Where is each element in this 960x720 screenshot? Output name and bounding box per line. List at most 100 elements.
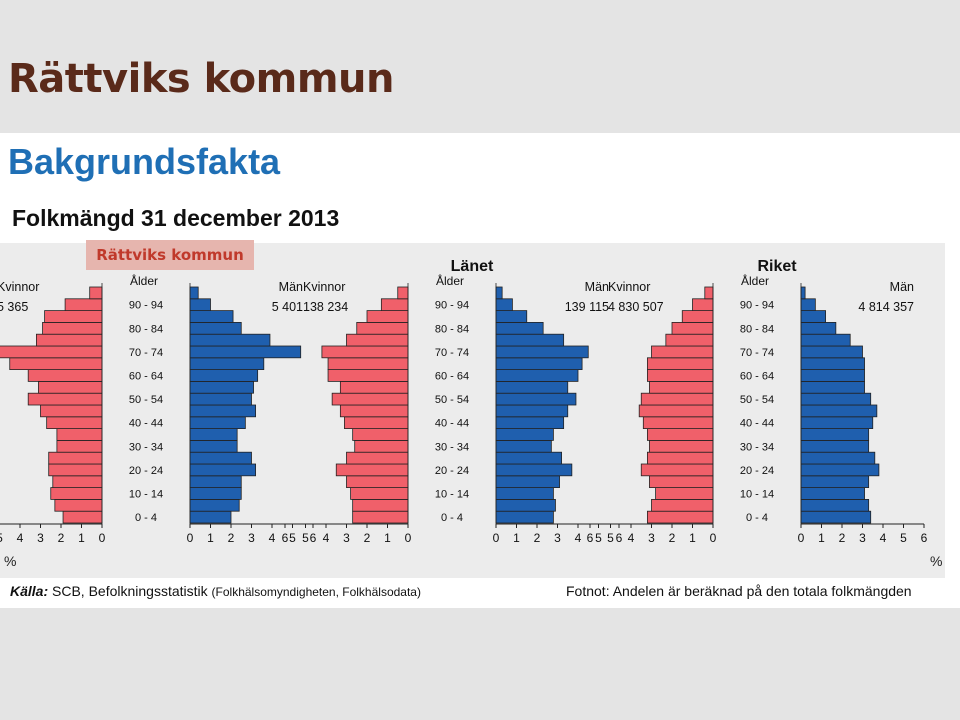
- women-tick-label: 1: [384, 531, 391, 545]
- men-bar: [495, 487, 554, 500]
- source-line: Källa: SCB, Befolkningsstatistik (Folkhä…: [10, 583, 421, 599]
- men-tick-label: 2: [228, 531, 235, 545]
- men-bar: [800, 392, 872, 406]
- men-bar: [800, 357, 865, 371]
- women-bar: [321, 345, 409, 359]
- men-label: Män: [279, 280, 303, 294]
- women-bar: [48, 463, 103, 477]
- women-bar: [366, 310, 409, 323]
- men-bar: [495, 333, 565, 347]
- women-bar: [64, 298, 103, 311]
- women-bar: [40, 404, 103, 418]
- women-tick-label: 4: [628, 531, 635, 545]
- women-label: Kvinnor: [0, 280, 39, 294]
- women-bar: [27, 369, 103, 382]
- women-bar: [651, 345, 714, 359]
- men-bar: [495, 404, 569, 418]
- women-tick-label: 1: [78, 531, 85, 545]
- women-tick-label: 5: [0, 531, 3, 545]
- men-bar: [189, 345, 302, 359]
- men-tick-label: 5: [595, 531, 602, 545]
- men-bar: [189, 333, 271, 347]
- women-bar: [380, 298, 409, 311]
- women-bar: [665, 333, 714, 347]
- age-tick-label: 0 - 4: [746, 512, 768, 524]
- men-bar: [189, 310, 234, 323]
- women-bar: [671, 322, 714, 335]
- men-bar: [800, 463, 880, 477]
- source-small: (Folkhälsomyndigheten, Folkhälsodata): [211, 585, 421, 599]
- men-bar: [189, 404, 256, 418]
- women-bar: [339, 380, 409, 394]
- men-bar: [800, 345, 863, 359]
- women-tick-label: 0: [405, 531, 412, 545]
- women-bar: [346, 333, 409, 347]
- men-bar: [800, 416, 874, 430]
- men-bar: [189, 451, 252, 465]
- women-bar: [397, 286, 409, 300]
- men-bar: [800, 298, 816, 311]
- women-tick-label: 3: [343, 531, 350, 545]
- men-bar: [495, 428, 554, 441]
- women-bar: [647, 451, 714, 465]
- men-bar: [189, 322, 242, 335]
- women-bar: [56, 428, 103, 441]
- women-bar: [354, 439, 409, 453]
- chart-title: Länet: [451, 258, 494, 275]
- women-bar: [638, 404, 714, 418]
- men-bar: [495, 498, 556, 512]
- women-bar: [647, 369, 714, 382]
- age-tick-label: 50 - 54: [740, 394, 774, 406]
- age-tick-label: 10 - 14: [129, 489, 163, 501]
- men-bar: [495, 392, 577, 406]
- men-tick-label: 1: [818, 531, 825, 545]
- men-bar: [800, 451, 876, 465]
- women-tick-label: 0: [710, 531, 717, 545]
- women-bar: [649, 475, 714, 489]
- age-tick-label: 40 - 44: [740, 418, 774, 430]
- men-bar: [189, 357, 265, 371]
- men-bar: [189, 475, 242, 489]
- men-bar: [189, 510, 232, 524]
- men-bar: [800, 333, 851, 347]
- women-bar: [649, 380, 714, 394]
- percent-label-left: %: [4, 553, 17, 569]
- men-bar: [189, 498, 240, 512]
- men-tick-label: 6: [921, 531, 928, 545]
- men-bar: [495, 380, 569, 394]
- men-bar: [189, 463, 256, 477]
- women-bar: [655, 487, 714, 500]
- women-bar: [350, 487, 409, 500]
- men-bar: [800, 404, 878, 418]
- women-tick-label: 6: [587, 531, 594, 545]
- women-bar: [62, 510, 103, 524]
- men-bar: [800, 439, 870, 453]
- women-bar: [56, 439, 103, 453]
- chart-title: Riket: [757, 258, 797, 275]
- men-bar: [800, 428, 870, 441]
- men-tick-label: 2: [839, 531, 846, 545]
- age-tick-label: 40 - 44: [435, 418, 469, 430]
- men-tick-label: 3: [248, 531, 255, 545]
- men-bar: [495, 310, 528, 323]
- women-bar: [38, 380, 103, 394]
- men-bar: [189, 416, 246, 430]
- women-bar: [356, 322, 409, 335]
- women-bar: [649, 439, 714, 453]
- women-bar: [704, 286, 714, 300]
- women-bar: [352, 498, 409, 512]
- women-bar: [647, 428, 714, 441]
- women-bar: [344, 416, 409, 430]
- slide-title: Rättviks kommun: [8, 56, 394, 102]
- age-axis-label: Ålder: [130, 273, 158, 288]
- source-label: Källa:: [10, 583, 49, 599]
- women-bar: [647, 510, 714, 524]
- age-tick-label: 80 - 84: [435, 323, 469, 335]
- men-bar: [495, 369, 579, 382]
- men-tick-label: 4: [269, 531, 276, 545]
- women-bar: [44, 310, 103, 323]
- women-total: 138 234: [303, 300, 348, 314]
- men-bar: [800, 498, 870, 512]
- men-tick-label: 5: [900, 531, 907, 545]
